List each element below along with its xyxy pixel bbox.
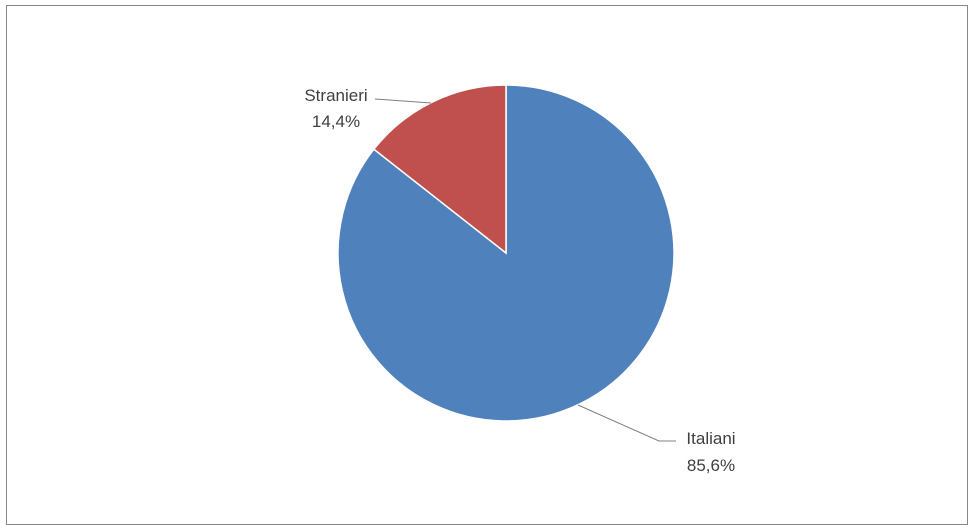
data-label-stranieri-value: 14,4%	[312, 112, 360, 131]
pie-slice-stranieri	[372, 84, 507, 255]
pie-chart: Stranieri 14,4% Italiani 85,6%	[304, 84, 736, 475]
leader-line-italiani	[577, 404, 676, 442]
data-label-italiani-name: Italiani	[686, 429, 735, 448]
data-label-stranieri-name: Stranieri	[304, 86, 367, 105]
leader-line-stranieri	[374, 98, 432, 104]
data-label-italiani-value: 85,6%	[687, 456, 735, 475]
pie-slices	[337, 84, 675, 422]
